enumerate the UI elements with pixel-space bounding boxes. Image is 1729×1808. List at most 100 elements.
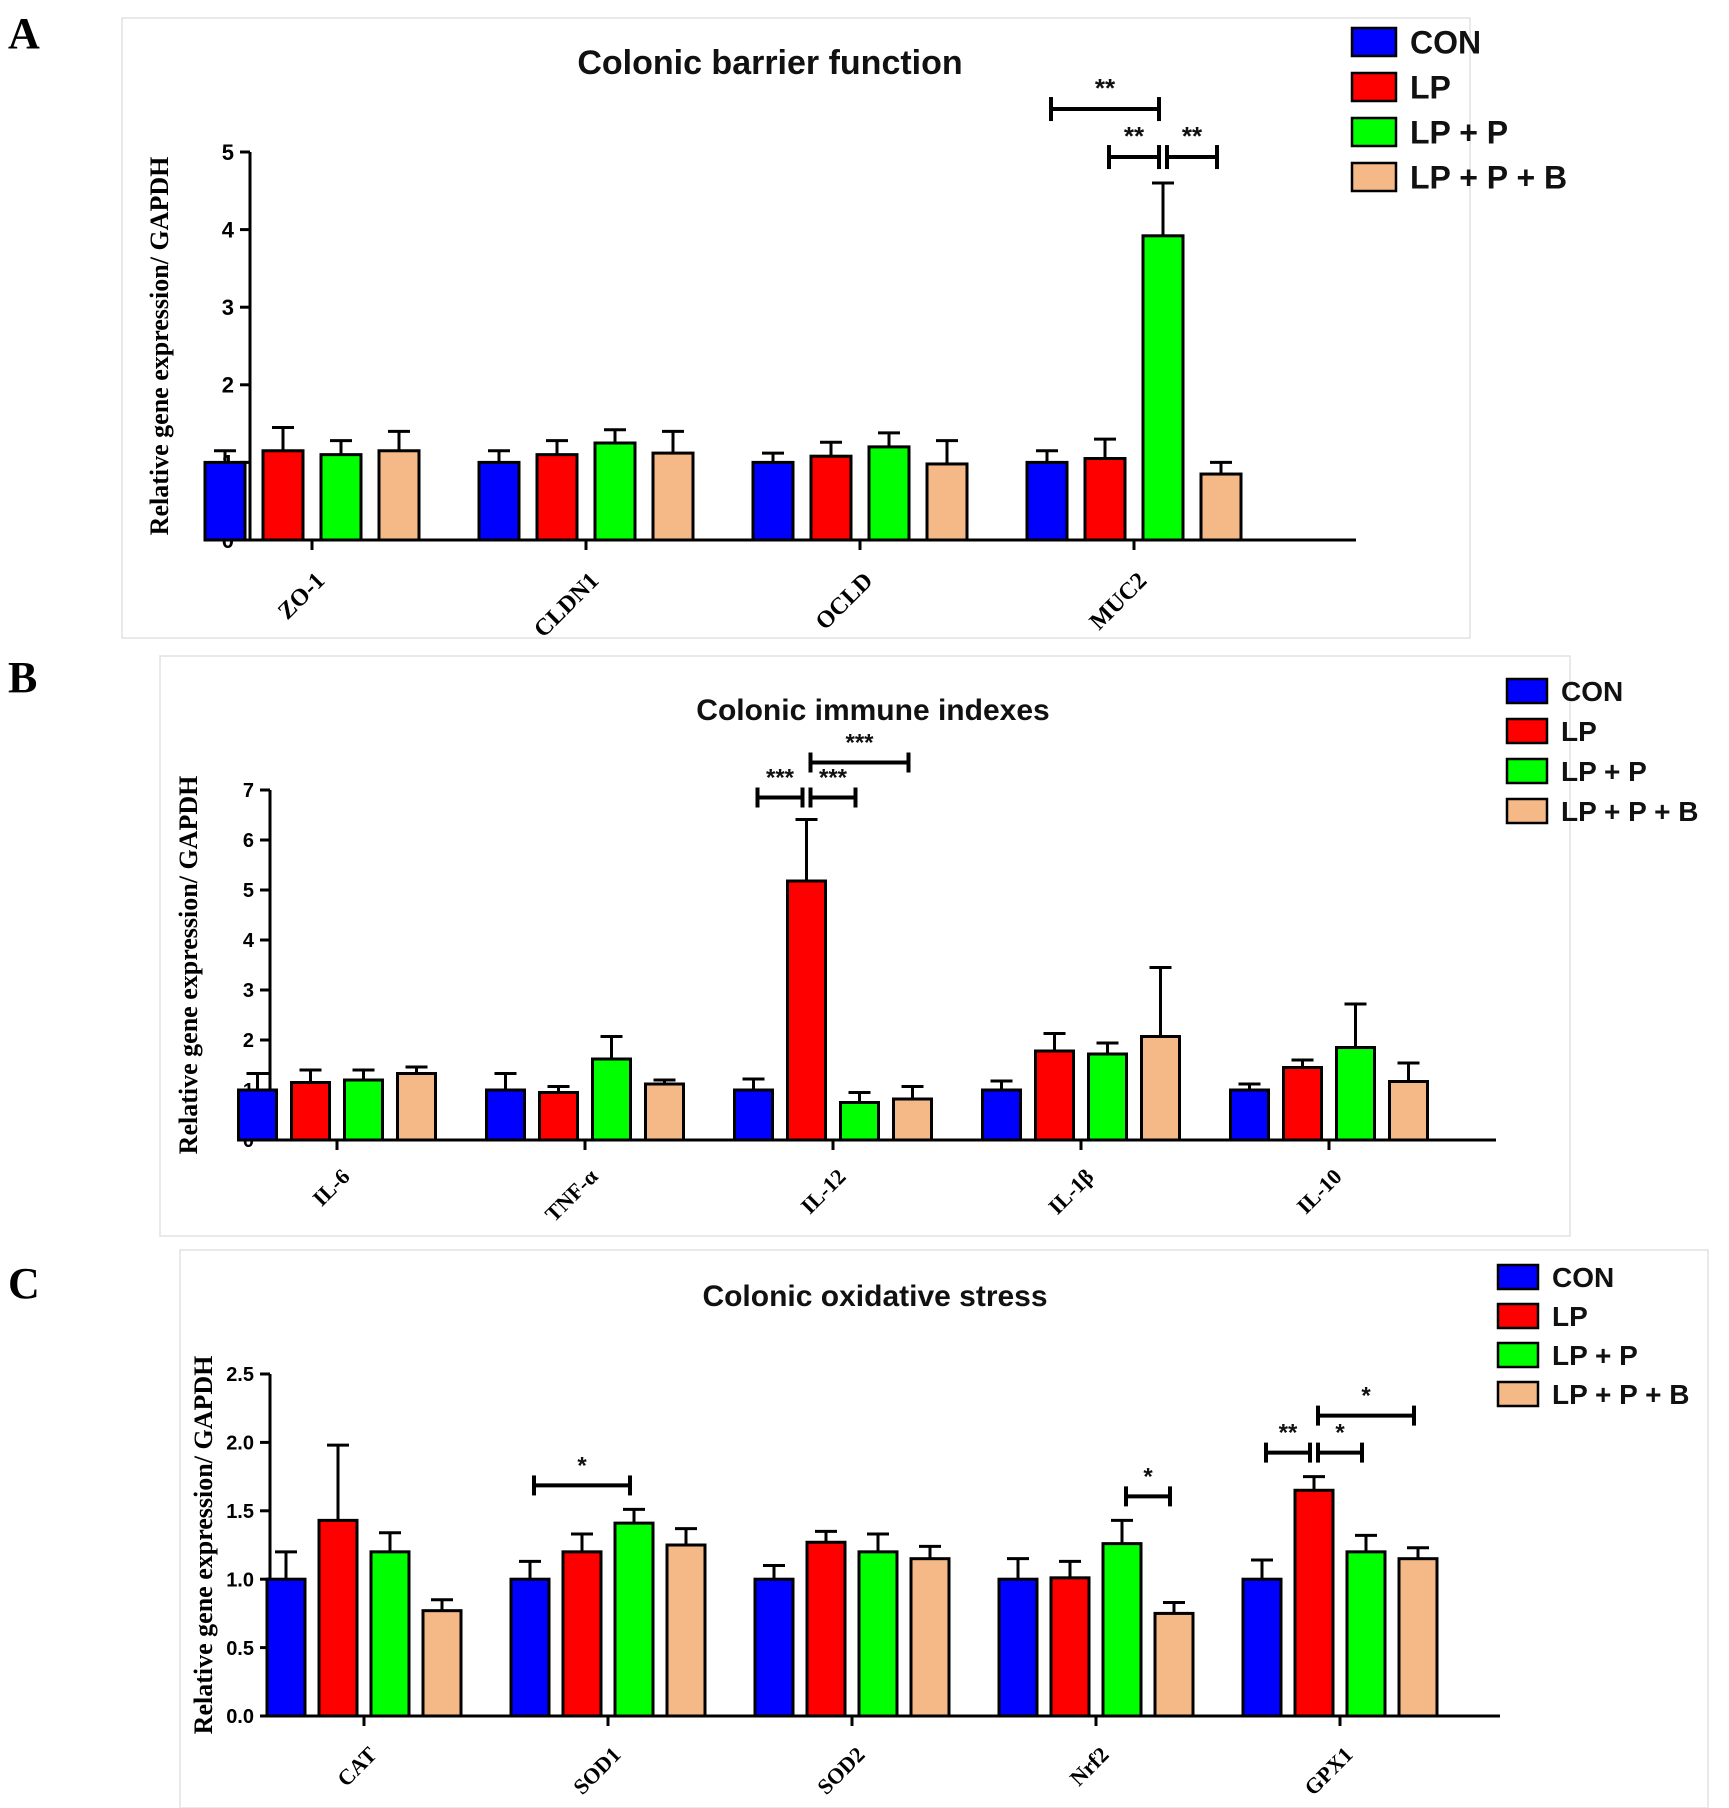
bar — [509, 1577, 551, 1718]
bar — [343, 1078, 384, 1142]
bar — [753, 1577, 795, 1718]
bar — [1025, 460, 1069, 542]
significance-label: ** — [1182, 121, 1203, 151]
bar — [857, 1550, 899, 1718]
bar — [591, 1057, 632, 1142]
legend-swatch — [1350, 26, 1398, 58]
y-tick-label: 3 — [243, 980, 254, 1002]
y-tick-label: 0.0 — [226, 1706, 254, 1728]
panels: A Colonic barrier function Relative gene e… — [8, 9, 1709, 1808]
bar — [593, 441, 637, 542]
bar — [997, 1577, 1039, 1718]
significance-label: ** — [1124, 121, 1145, 151]
bar — [644, 1082, 685, 1142]
bar — [203, 460, 247, 542]
bar — [1101, 1542, 1143, 1718]
y-tick-label: 4 — [222, 218, 235, 243]
bar — [477, 460, 521, 542]
bar — [1241, 1577, 1283, 1718]
bar — [613, 1521, 655, 1718]
panel-frame — [121, 17, 1471, 639]
bar — [1282, 1066, 1323, 1142]
chart-title: Colonic barrier function — [577, 44, 962, 82]
bar — [1199, 472, 1243, 542]
panel-A: A Colonic barrier function Relative gene e… — [8, 9, 1567, 643]
significance-label: *** — [845, 730, 874, 757]
legend-swatch — [1496, 1341, 1540, 1369]
bar — [290, 1081, 331, 1142]
legend-label: LP + P + B — [1561, 796, 1698, 827]
chart-title: Colonic oxidative stress — [702, 1280, 1047, 1313]
significance-label: *** — [819, 765, 848, 792]
bar — [733, 1088, 774, 1142]
panel-letter: A — [8, 9, 40, 58]
legend-label: LP + P + B — [1410, 160, 1567, 196]
legend: CON LP LP + P LP + P + B — [1350, 25, 1567, 196]
panel-letter: B — [8, 653, 37, 702]
significance-label: * — [1143, 1463, 1153, 1490]
bar — [1153, 1611, 1195, 1718]
bar — [892, 1097, 933, 1142]
y-tick-label: 6 — [243, 830, 254, 852]
bar — [485, 1088, 526, 1142]
bar — [1049, 1576, 1091, 1718]
legend-label: LP — [1410, 70, 1451, 106]
bar — [538, 1091, 579, 1142]
y-axis-label: Relative gene expression/ GAPDH — [174, 776, 203, 1155]
y-tick-label: 2.5 — [226, 1364, 254, 1386]
bar — [396, 1072, 437, 1142]
bar — [237, 1088, 278, 1142]
legend: CON LP LP + P LP + P + B — [1505, 676, 1698, 827]
legend: CON LP LP + P LP + P + B — [1496, 1262, 1689, 1410]
bar — [535, 453, 579, 542]
legend-label: LP — [1561, 716, 1597, 747]
y-tick-label: 0.5 — [226, 1638, 254, 1660]
bar — [1293, 1488, 1335, 1718]
y-axis-label: Relative gene expression/ GAPDH — [189, 1356, 218, 1735]
panel-letter: C — [8, 1259, 40, 1308]
y-tick-label: 2 — [243, 1030, 254, 1052]
bar — [1229, 1088, 1270, 1142]
bar — [1087, 1052, 1128, 1142]
bar — [1083, 457, 1127, 542]
legend-swatch — [1496, 1263, 1540, 1291]
bar — [377, 449, 421, 542]
y-tick-label: 1.0 — [226, 1569, 254, 1591]
bar — [751, 460, 795, 542]
bar — [925, 462, 969, 542]
significance-label: ** — [1095, 73, 1116, 103]
significance-label: * — [1335, 1420, 1345, 1447]
legend-swatch — [1496, 1302, 1540, 1330]
bar — [1335, 1046, 1376, 1142]
legend-label: CON — [1552, 1262, 1614, 1293]
significance-label: * — [577, 1452, 587, 1479]
bar — [839, 1101, 880, 1142]
significance-label: * — [1361, 1383, 1371, 1410]
bar — [1388, 1080, 1429, 1142]
bar — [1141, 234, 1185, 542]
legend-swatch — [1350, 116, 1398, 148]
bar — [421, 1609, 463, 1718]
bar — [867, 445, 911, 542]
legend-swatch — [1350, 71, 1398, 103]
bar — [261, 449, 305, 542]
chart-title: Colonic immune indexes — [696, 694, 1049, 727]
y-tick-label: 5 — [243, 880, 254, 902]
y-axis-label: Relative gene expression/ GAPDH — [145, 157, 174, 536]
bar — [651, 451, 695, 542]
y-tick-label: 4 — [243, 930, 255, 952]
panel-C: C Colonic oxidative stress Relative gene e… — [8, 1249, 1709, 1808]
panel-frame — [179, 1249, 1709, 1808]
panel-B: B Colonic immune indexes Relative gene exp… — [8, 653, 1698, 1237]
bar — [981, 1088, 1022, 1142]
bar — [1034, 1049, 1075, 1142]
bar — [1397, 1557, 1439, 1718]
bar — [1345, 1550, 1387, 1718]
legend-swatch — [1505, 757, 1549, 785]
legend-swatch — [1496, 1380, 1540, 1408]
legend-label: LP + P — [1410, 115, 1508, 151]
bar — [561, 1550, 603, 1718]
legend-swatch — [1505, 717, 1549, 745]
legend-label: CON — [1410, 25, 1481, 61]
